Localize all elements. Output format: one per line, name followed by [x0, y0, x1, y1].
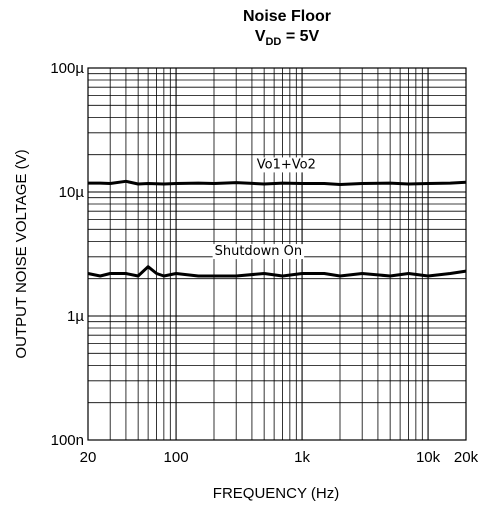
y-tick-label: 100µ — [50, 60, 84, 77]
series-label-background — [254, 157, 318, 173]
x-tick-label: 1k — [294, 449, 310, 466]
chart-subtitle-suffix: = 5V — [281, 28, 319, 45]
x-tick-label: 20 — [80, 449, 97, 466]
chart-subtitle-prefix: V — [255, 28, 266, 45]
tick-labels: 20 100 1k 10k 20k 100µ 10µ 1µ 100n — [50, 60, 478, 466]
series-label-background — [212, 244, 305, 260]
y-tick-label: 10µ — [59, 184, 85, 201]
y-tick-label: 1µ — [67, 308, 84, 325]
chart-title: Noise Floor — [243, 8, 331, 25]
plot-frame — [87, 67, 467, 441]
series-line-1 — [87, 265, 467, 278]
x-axis-label: FREQUENCY (Hz) — [213, 485, 339, 502]
x-tick-label: 100 — [164, 449, 189, 466]
x-tick-label: 20k — [454, 449, 479, 466]
series-label: Vo1+Vo2 — [257, 157, 316, 172]
data-series — [87, 179, 467, 278]
series-line-0 — [88, 179, 467, 186]
x-tick-label: 10k — [416, 449, 441, 466]
series-label: Shutdown On — [215, 244, 303, 259]
y-axis-label: OUTPUT NOISE VOLTAGE (V) — [13, 149, 30, 358]
chart-subtitle: VDD = 5V — [255, 28, 320, 48]
series-annotations: Vo1+Vo2 Shutdown On — [212, 157, 318, 260]
chart-subtitle-subscript: DD — [265, 36, 281, 48]
y-tick-label: 100n — [51, 432, 84, 449]
